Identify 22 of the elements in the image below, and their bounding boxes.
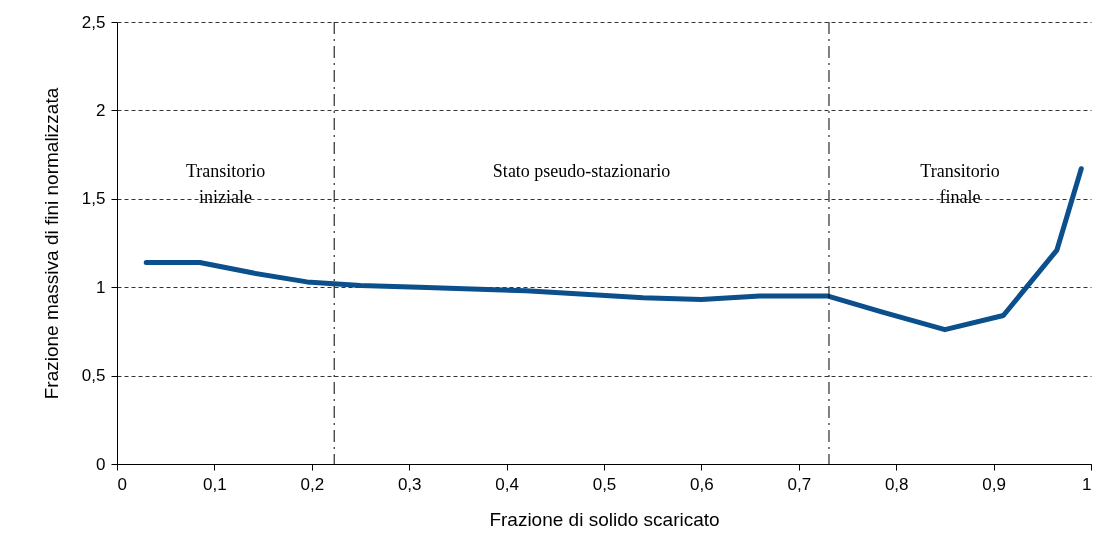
x-tick-label: 0,5 <box>592 474 617 494</box>
x-tick-label: 0 <box>117 474 127 494</box>
x-tick-label: 0,1 <box>203 474 227 494</box>
y-tick-label: 0 <box>96 454 106 474</box>
y-axis-title: Frazione massiva di fini normalizzata <box>40 87 62 400</box>
x-tick-label: 0,8 <box>884 474 909 494</box>
x-tick-label: 0,6 <box>690 474 714 494</box>
annotation: Stato pseudo-stazionario <box>492 161 671 181</box>
y-tick-label: 1 <box>96 277 106 297</box>
x-tick-label: 0,9 <box>982 474 1006 494</box>
annotation: Transitorio iniziale <box>185 161 266 207</box>
annotation: Transitorio finale <box>920 161 1000 207</box>
x-axis-title: Frazione di solido scaricato <box>489 508 720 530</box>
x-tick-label: 0,3 <box>397 474 422 494</box>
y-tick-label: 2 <box>96 100 106 120</box>
x-tick-label: 0,7 <box>787 474 812 494</box>
x-tick-label: 0,4 <box>495 474 519 494</box>
y-tick-label: 2,5 <box>81 12 106 32</box>
x-tick-label: 1 <box>1082 474 1092 494</box>
x-tick-label: 0,2 <box>300 474 325 494</box>
y-tick-label: 1,5 <box>81 189 106 209</box>
y-tick-label: 0,5 <box>81 366 106 386</box>
